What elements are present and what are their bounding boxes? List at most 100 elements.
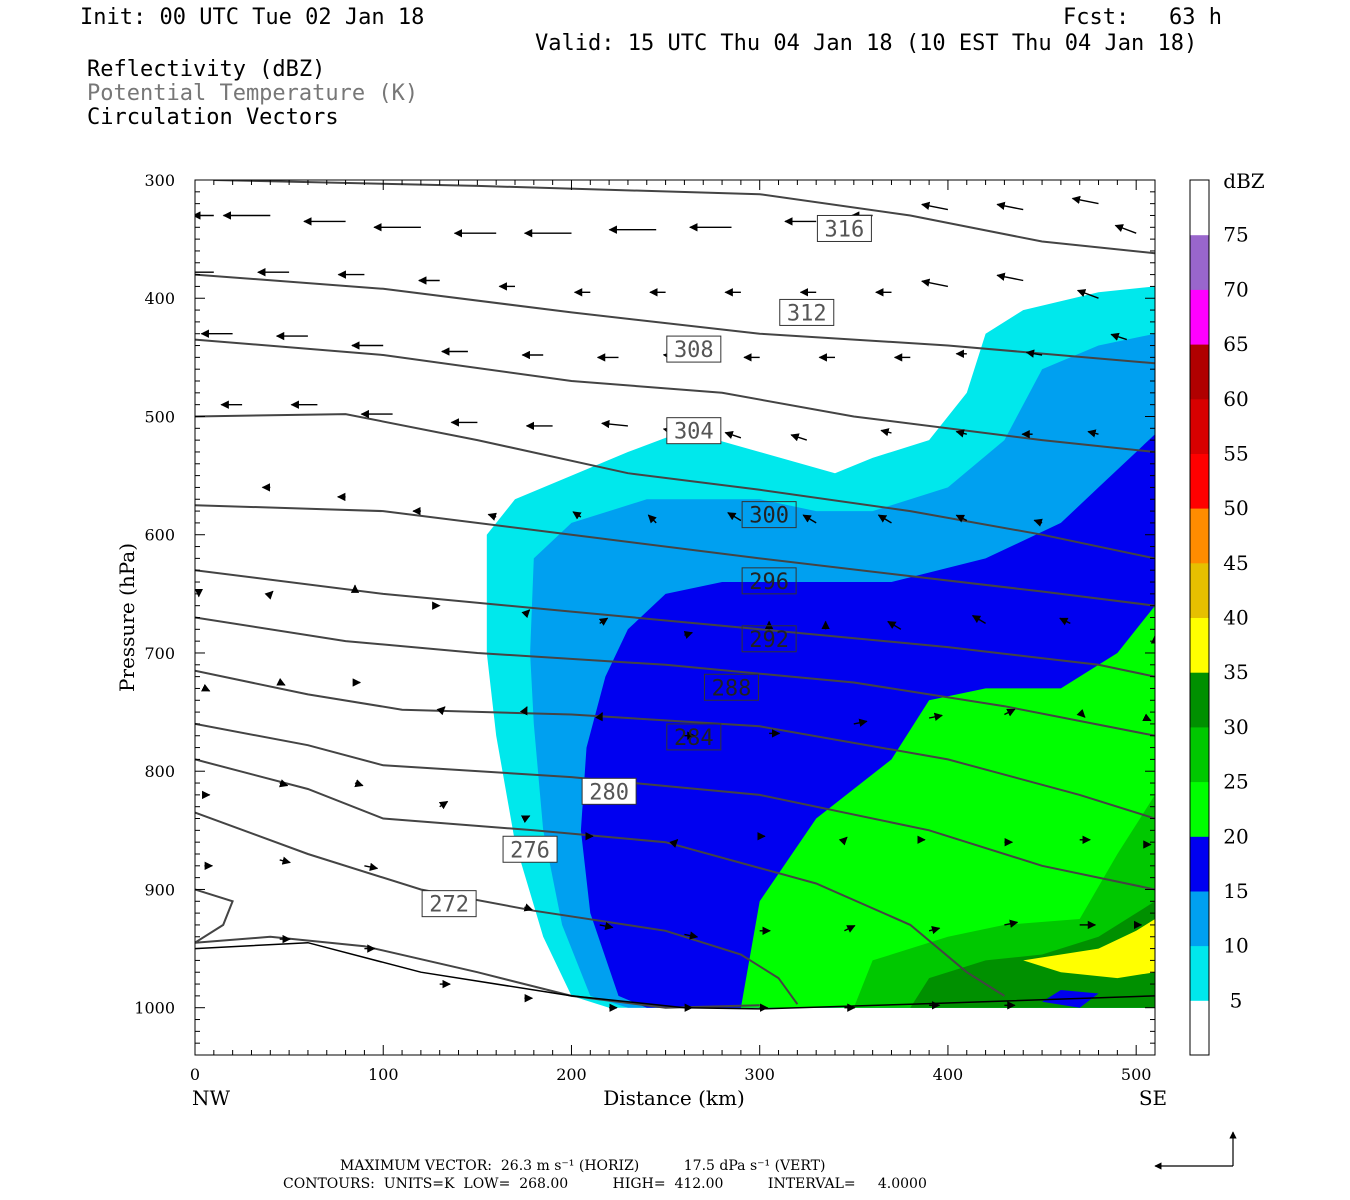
theta-contour-276 (195, 811, 799, 1005)
vector-arrow (1025, 349, 1043, 358)
theta-label-304: 304 (666, 417, 722, 445)
theta-label-272: 272 (421, 890, 477, 918)
colorbar-swatch (1190, 617, 1209, 673)
colorbar-unit: dBZ (1223, 169, 1265, 193)
theta-label-text: 272 (429, 893, 469, 918)
vector-arrow (955, 429, 967, 438)
vector-arrow (853, 718, 868, 727)
theta-label-312: 312 (779, 298, 835, 326)
theta-label-text: 316 (825, 217, 865, 242)
x-tick-label: 400 (933, 1065, 964, 1084)
vector-arrow (278, 779, 289, 788)
theta-label-292: 292 (741, 625, 797, 653)
theta-label-300: 300 (741, 501, 797, 529)
vector-arrow (1142, 713, 1152, 722)
theta-label-box (666, 723, 722, 751)
vector-arrow (279, 856, 291, 865)
vector-arrow (1033, 518, 1043, 527)
theta-label-text: 280 (589, 780, 629, 805)
vector-arrow (880, 428, 892, 437)
vector-key (1154, 1131, 1237, 1170)
field-theta: Potential Temperature (K) (87, 81, 419, 106)
theta-contour-284 (195, 722, 1155, 891)
vector-arrow (519, 706, 528, 716)
init-time: Init: 00 UTC Tue 02 Jan 18 (80, 5, 425, 30)
vector-arrow (928, 712, 943, 722)
colorbar: 5 10 15 20 25 30 35 40 45 50 55 60 65 70 75 dBZ (1189, 169, 1265, 1056)
max-vector-note: MAXIMUM VECTOR: 26.3 m s⁻¹ (HORIZ) 17.5 … (340, 1158, 826, 1174)
vector-arrow (971, 614, 986, 625)
reflectivity-region-30dbz (910, 901, 1155, 1008)
y-axis-label: Pressure (hPa) (115, 543, 139, 692)
theta-label-box (421, 890, 477, 918)
colorbar-level-label: 15 (1223, 879, 1248, 903)
colorbar-level-label: 30 (1223, 715, 1248, 739)
vector-arrow (683, 631, 693, 639)
theta-label-box (779, 298, 835, 326)
theta-label-box (741, 625, 797, 653)
theta-contour-296 (195, 569, 1155, 678)
colorbar-level-label: 5 (1230, 988, 1243, 1012)
colorbar-swatch (1190, 562, 1209, 618)
theta-label-box (816, 214, 872, 242)
vector-arrow (595, 712, 603, 722)
axes: 300 400 500 600 700 800 900 1000 0 100 200 300 400 50… (115, 171, 1167, 1110)
colorbar-level-label: 20 (1223, 824, 1248, 848)
y-tick-label: 300 (144, 171, 175, 190)
vector-arrow (921, 278, 949, 288)
vector-arrow (438, 800, 449, 810)
valid-time: Valid: 15 UTC Thu 04 Jan 18 (10 EST Thu … (535, 31, 1198, 56)
colorbar-swatch (1190, 398, 1209, 454)
theta-contour-308 (195, 338, 1155, 453)
vector-arrow (487, 512, 497, 521)
vector-arrow (598, 617, 609, 626)
vector-arrow (1110, 332, 1128, 341)
theta-label-box (581, 777, 637, 805)
circulation-vectors (195, 195, 1155, 1012)
vector-arrow (724, 431, 742, 439)
theta-contour-300 (195, 504, 1155, 607)
colorbar-swatch (1190, 781, 1209, 837)
vector-arrow (838, 836, 848, 846)
theta-label-text: 304 (674, 420, 714, 445)
theta-contour-312 (195, 273, 1155, 365)
vector-arrow (790, 433, 808, 442)
colorbar-swatch (1190, 672, 1209, 728)
x-tick-label: 500 (1121, 1065, 1152, 1084)
theta-label-308: 308 (666, 335, 722, 363)
colorbar-swatch (1190, 234, 1209, 290)
vector-arrow (684, 931, 699, 940)
vector-arrow (877, 514, 892, 524)
colorbar-swatch (1190, 453, 1209, 509)
vector-arrow (887, 620, 902, 630)
endpoint-nw: NW (192, 1086, 231, 1110)
colorbar-frame (1189, 179, 1210, 1056)
y-tick-label: 800 (144, 762, 175, 781)
theta-label-296: 296 (741, 567, 797, 595)
theta-label-316: 316 (816, 214, 872, 242)
theta-label-box (741, 501, 797, 529)
colorbar-level-label: 45 (1223, 551, 1248, 575)
theta-contours (195, 180, 1155, 1010)
vector-arrow (599, 921, 614, 931)
x-tick-label: 100 (368, 1065, 399, 1084)
y-tick-label: 900 (144, 880, 175, 899)
vector-arrow (1004, 708, 1016, 717)
vector-arrow (1076, 708, 1086, 718)
field-vectors: Circulation Vectors (87, 105, 339, 130)
reflectivity-fill (486, 286, 1155, 1008)
vector-arrow (921, 201, 949, 211)
x-tick-label: 200 (556, 1065, 587, 1084)
vector-arrow (727, 512, 742, 522)
colorbar-level-label: 35 (1223, 660, 1248, 684)
colorbar-swatch (1190, 726, 1209, 783)
colorbar-swatch (1190, 508, 1209, 564)
colorbar-swatch (1190, 1000, 1209, 1056)
theta-label-text: 284 (674, 726, 714, 751)
reflectivity-region-20dbz (740, 605, 1155, 1008)
theta-label-box (502, 835, 558, 863)
vector-arrow (364, 862, 379, 872)
vector-arrow (1076, 289, 1099, 299)
vector-arrow (996, 201, 1024, 211)
